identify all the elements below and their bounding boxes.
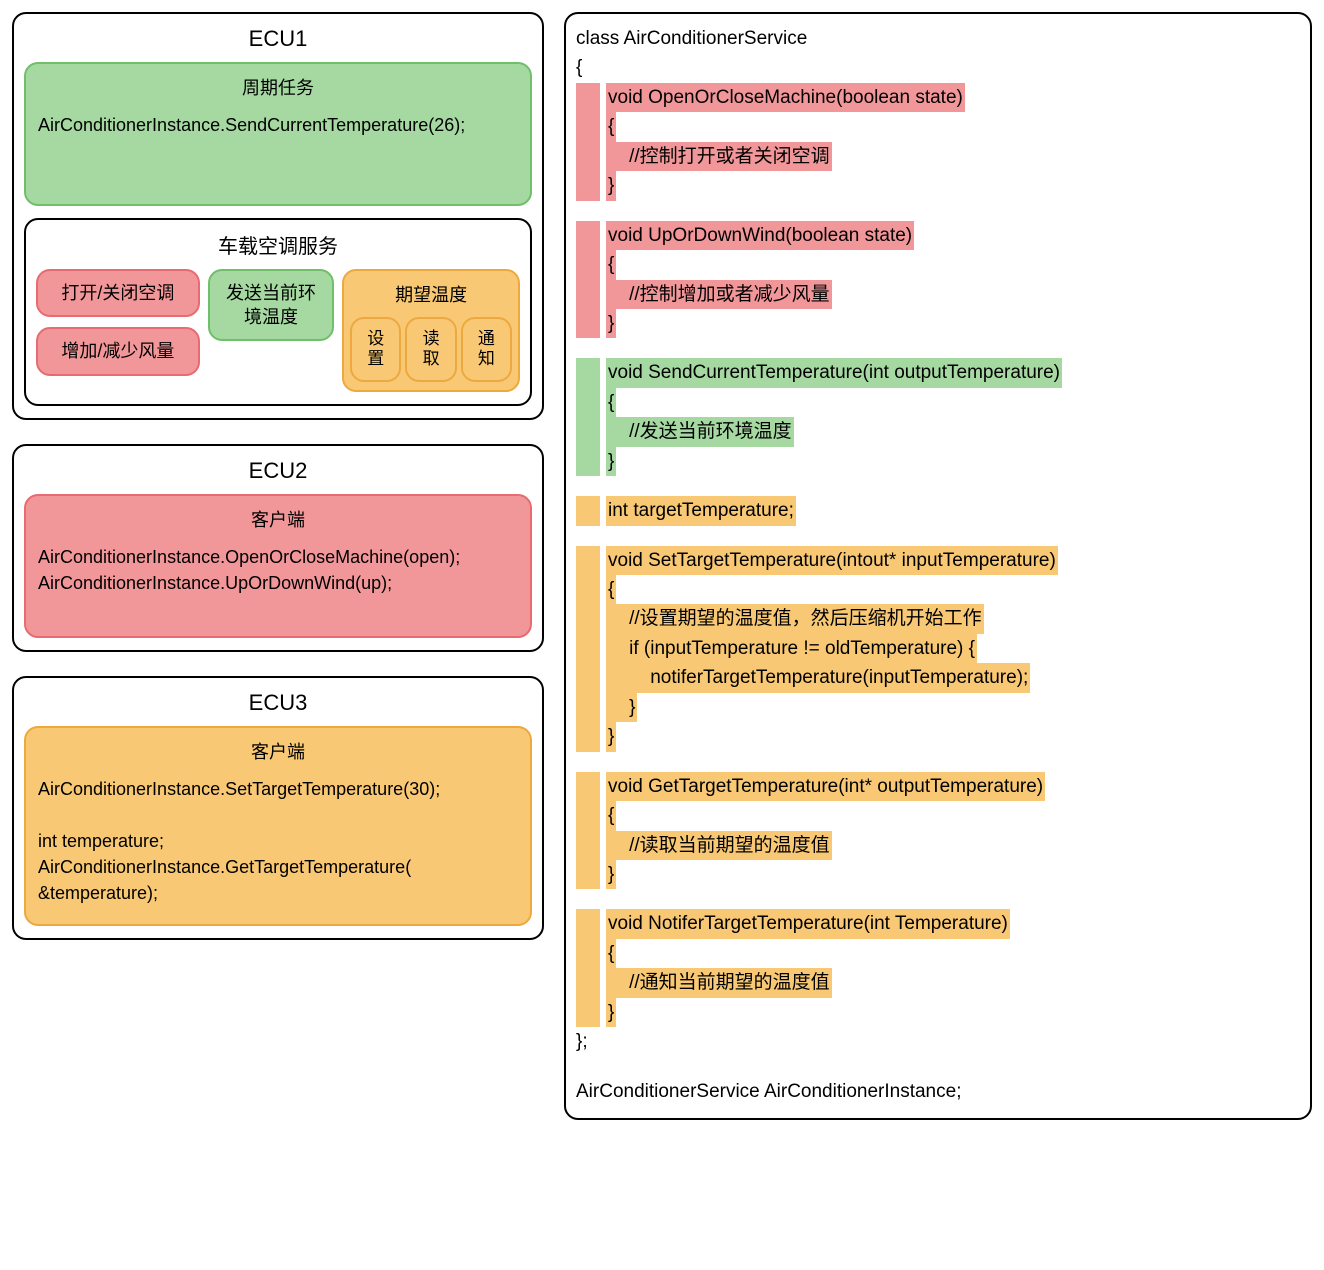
code-line: { — [576, 801, 1300, 830]
svc-mid-col: 发送当前环境温度 — [208, 269, 334, 392]
target-temp-item: 通知 — [461, 317, 512, 382]
diagram-page: ECU1 周期任务 AirConditionerInstance.SendCur… — [12, 12, 1312, 1120]
code-line: { — [576, 250, 1300, 279]
code-line: void SendCurrentTemperature(int outputTe… — [576, 358, 1300, 387]
ecu1-task-box: 周期任务 AirConditionerInstance.SendCurrentT… — [24, 62, 532, 206]
ecu1-service-title: 车载空调服务 — [36, 230, 520, 259]
left-column: ECU1 周期任务 AirConditionerInstance.SendCur… — [12, 12, 544, 1120]
ecu2-client-body: AirConditionerInstance.OpenOrCloseMachin… — [36, 544, 520, 624]
ecu1-title: ECU1 — [24, 26, 532, 52]
target-temp-item: 设置 — [350, 317, 401, 382]
target-temp-row: 设置读取通知 — [350, 317, 512, 382]
code-line: void SetTargetTemperature(intout* inputT… — [576, 546, 1300, 575]
ecu3-box: ECU3 客户端 AirConditionerInstance.SetTarge… — [12, 676, 544, 940]
code-line: }; — [576, 1027, 1300, 1056]
ecu1-service-grid: 打开/关闭空调 增加/减少风量 发送当前环境温度 期望温度 设置读取通知 — [36, 269, 520, 392]
target-temp-item: 读取 — [405, 317, 456, 382]
code-line: void UpOrDownWind(boolean state) — [576, 221, 1300, 250]
code-line: //控制打开或者关闭空调 — [576, 142, 1300, 171]
code-line: } — [576, 447, 1300, 476]
svc-right-col: 期望温度 设置读取通知 — [342, 269, 520, 392]
ecu2-client-title: 客户端 — [36, 506, 520, 532]
code-line: { — [576, 388, 1300, 417]
ecu1-task-title: 周期任务 — [36, 74, 520, 100]
ecu1-task-body: AirConditionerInstance.SendCurrentTemper… — [36, 112, 520, 192]
code-line: } — [576, 171, 1300, 200]
code-line: //通知当前期望的温度值 — [576, 968, 1300, 997]
code-line: } — [576, 860, 1300, 889]
service-wind: 增加/减少风量 — [36, 327, 200, 375]
ecu3-client-title: 客户端 — [36, 738, 520, 764]
code-line: AirConditionerService AirConditionerInst… — [576, 1077, 1300, 1106]
ecu2-box: ECU2 客户端 AirConditionerInstance.OpenOrCl… — [12, 444, 544, 652]
svc-left-col: 打开/关闭空调 增加/减少风量 — [36, 269, 200, 392]
code-line: //设置期望的温度值，然后压缩机开始工作 — [576, 604, 1300, 633]
code-line: { — [576, 53, 1300, 82]
code-line: void GetTargetTemperature(int* outputTem… — [576, 772, 1300, 801]
code-line: } — [576, 998, 1300, 1027]
code-line: { — [576, 112, 1300, 141]
code-line: { — [576, 575, 1300, 604]
ecu3-title: ECU3 — [24, 690, 532, 716]
code-line: //发送当前环境温度 — [576, 417, 1300, 446]
code-line: notiferTargetTemperature(inputTemperatur… — [576, 663, 1300, 692]
code-panel: class AirConditionerService{ void OpenOr… — [564, 12, 1312, 1120]
ecu2-client-box: 客户端 AirConditionerInstance.OpenOrCloseMa… — [24, 494, 532, 638]
service-open-close: 打开/关闭空调 — [36, 269, 200, 317]
code-line: //读取当前期望的温度值 — [576, 831, 1300, 860]
service-target-temp-box: 期望温度 设置读取通知 — [342, 269, 520, 392]
code-line: } — [576, 693, 1300, 722]
ecu1-service-box: 车载空调服务 打开/关闭空调 增加/减少风量 发送当前环境温度 期望温度 设置读… — [24, 218, 532, 406]
ecu3-client-body: AirConditionerInstance.SetTargetTemperat… — [36, 776, 520, 912]
code-line: void NotiferTargetTemperature(int Temper… — [576, 909, 1300, 938]
code-line: if (inputTemperature != oldTemperature) … — [576, 634, 1300, 663]
target-temp-title: 期望温度 — [350, 281, 512, 307]
service-send-temp: 发送当前环境温度 — [208, 269, 334, 341]
code-line: } — [576, 722, 1300, 751]
code-line: int targetTemperature; — [576, 496, 1300, 525]
code-line: void OpenOrCloseMachine(boolean state) — [576, 83, 1300, 112]
code-line: class AirConditionerService — [576, 24, 1300, 53]
ecu2-title: ECU2 — [24, 458, 532, 484]
code-line: { — [576, 939, 1300, 968]
ecu3-client-box: 客户端 AirConditionerInstance.SetTargetTemp… — [24, 726, 532, 926]
code-line: } — [576, 309, 1300, 338]
code-line: //控制增加或者减少风量 — [576, 280, 1300, 309]
ecu1-box: ECU1 周期任务 AirConditionerInstance.SendCur… — [12, 12, 544, 420]
